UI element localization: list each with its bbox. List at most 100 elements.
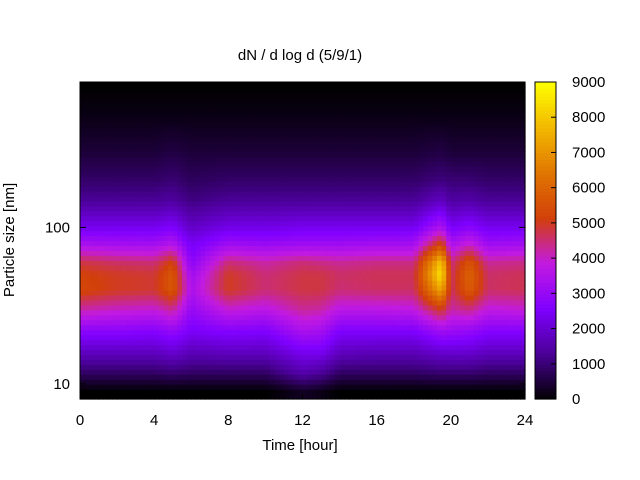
heatmap-cell [372, 304, 378, 311]
heatmap-cell [330, 384, 336, 390]
heatmap-cell [112, 220, 118, 227]
heatmap-cell [311, 329, 318, 336]
heatmap-cell [200, 250, 206, 256]
heatmap-cell [316, 195, 322, 202]
heatmap-cell [288, 245, 294, 251]
heatmap-cell [283, 285, 290, 291]
heatmap-cell [404, 166, 410, 172]
heatmap-cell [242, 225, 248, 232]
heatmap-cell [344, 205, 350, 212]
heatmap-cell [149, 225, 155, 232]
heatmap-cell [181, 131, 188, 138]
heatmap-cell [256, 394, 262, 400]
heatmap-cell [121, 324, 127, 331]
heatmap-cell [181, 364, 188, 370]
heatmap-cell [112, 121, 118, 128]
heatmap-cell [163, 166, 169, 172]
heatmap-cell [427, 245, 433, 251]
heatmap-cell [168, 359, 174, 365]
heatmap-cell [89, 101, 95, 108]
heatmap-cell [154, 121, 160, 128]
heatmap-cell [149, 240, 155, 247]
heatmap-cell [404, 290, 410, 296]
heatmap-cell [279, 389, 285, 395]
heatmap-cell [158, 111, 165, 118]
heatmap-cell [344, 141, 350, 147]
heatmap-cell [274, 171, 280, 177]
heatmap-cell [270, 364, 276, 370]
heatmap-cell [376, 181, 382, 187]
heatmap-cell [367, 151, 373, 157]
heatmap-cell [172, 116, 178, 123]
heatmap-cell [265, 314, 271, 321]
heatmap-cell [367, 359, 373, 365]
heatmap-cell [283, 96, 290, 103]
heatmap-cell [232, 186, 239, 192]
heatmap-cell [279, 299, 285, 306]
heatmap-cell [154, 379, 160, 385]
heatmap-cell [288, 354, 294, 360]
heatmap-cell [334, 369, 341, 375]
heatmap-cell [205, 225, 211, 232]
heatmap-cell [232, 96, 239, 103]
heatmap-cell [321, 319, 327, 326]
heatmap-cell [279, 240, 285, 247]
heatmap-cell [237, 121, 243, 128]
heatmap-cell [228, 200, 234, 207]
heatmap-cell [172, 106, 178, 113]
heatmap-cell [158, 369, 165, 375]
heatmap-cell [103, 319, 109, 326]
heatmap-cell [297, 389, 304, 395]
heatmap-cell [404, 364, 410, 370]
heatmap-cell [144, 294, 151, 301]
heatmap-cell [404, 285, 410, 291]
heatmap-cell [358, 369, 364, 375]
heatmap-cell [223, 314, 229, 321]
heatmap-cell [260, 359, 267, 365]
heatmap-cell [214, 225, 220, 232]
heatmap-cell [135, 339, 141, 346]
heatmap-cell [186, 171, 192, 177]
heatmap-cell [436, 190, 443, 197]
heatmap-cell [418, 171, 424, 177]
heatmap-cell [260, 190, 267, 197]
heatmap-cell [140, 344, 146, 351]
heatmap-cell [339, 299, 345, 306]
heatmap-cell [135, 91, 141, 98]
heatmap-cell [232, 354, 239, 360]
heatmap-cell [404, 151, 410, 157]
heatmap-cell [191, 339, 197, 346]
heatmap-cell [321, 171, 327, 177]
heatmap-cell [117, 91, 123, 98]
heatmap-cell [126, 240, 132, 247]
heatmap-cell [214, 354, 220, 360]
heatmap-cell [80, 379, 86, 385]
heatmap-cell [353, 235, 359, 242]
heatmap-cell [121, 126, 127, 133]
heatmap-cell [195, 285, 202, 291]
heatmap-cell [163, 91, 169, 98]
heatmap-cell [237, 374, 243, 380]
heatmap-cell [274, 230, 280, 237]
heatmap-cell [135, 181, 141, 187]
heatmap-cell [256, 349, 262, 356]
heatmap-cell [334, 329, 341, 336]
heatmap-cell [404, 280, 410, 286]
heatmap-cell [362, 250, 368, 256]
heatmap-cell [288, 116, 294, 123]
heatmap-cell [316, 111, 322, 118]
heatmap-cell [237, 235, 243, 242]
heatmap-cell [288, 195, 294, 202]
heatmap-cell [390, 86, 396, 93]
heatmap-cell [107, 146, 114, 152]
heatmap-cell [307, 270, 313, 276]
heatmap-cell [158, 304, 165, 311]
heatmap-cell [107, 151, 114, 157]
heatmap-cell [353, 265, 359, 271]
heatmap-cell [107, 389, 114, 395]
heatmap-cell [112, 394, 118, 400]
heatmap-cell [265, 131, 271, 138]
heatmap-cell [191, 235, 197, 242]
heatmap-cell [409, 141, 415, 147]
heatmap-cell [195, 121, 202, 128]
